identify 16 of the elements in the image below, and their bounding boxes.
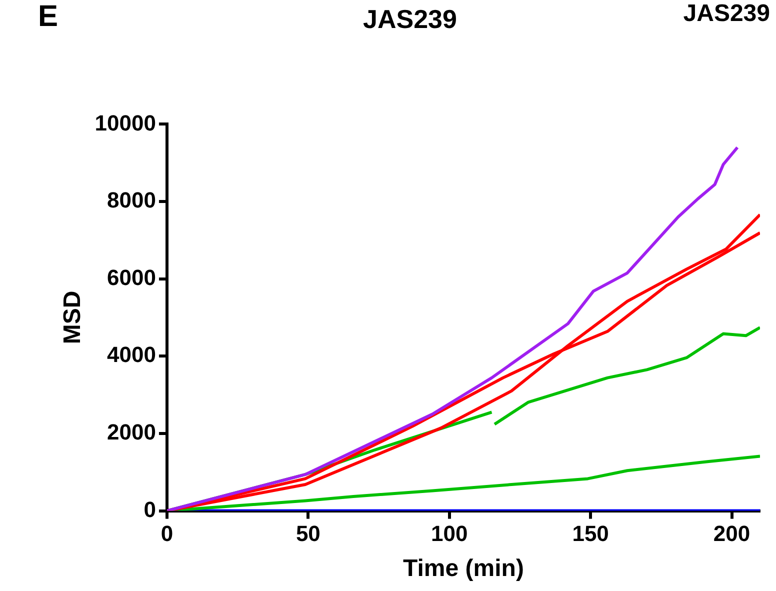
y-tick-label: 8000 xyxy=(107,188,156,213)
x-tick-label: 200 xyxy=(713,521,750,546)
y-axis-title: MSD xyxy=(59,290,86,344)
x-tick-label: 100 xyxy=(431,521,468,546)
x-tick-label: 50 xyxy=(296,521,320,546)
chart-title: JAS239 xyxy=(362,4,458,35)
text: E xyxy=(38,0,58,34)
y-tick-label: 2000 xyxy=(107,420,156,445)
y-tick-label: 0 xyxy=(144,496,156,522)
y-tick-label: 4000 xyxy=(107,342,156,368)
x-tick-label: 150 xyxy=(572,521,609,546)
text: JAS239 xyxy=(683,0,770,28)
y-tick-label: 10000 xyxy=(94,110,156,136)
x-tick-label: 0 xyxy=(160,521,174,546)
x-axis-title: Time (min) xyxy=(403,555,524,582)
y-tick-label: 6000 xyxy=(107,264,156,290)
